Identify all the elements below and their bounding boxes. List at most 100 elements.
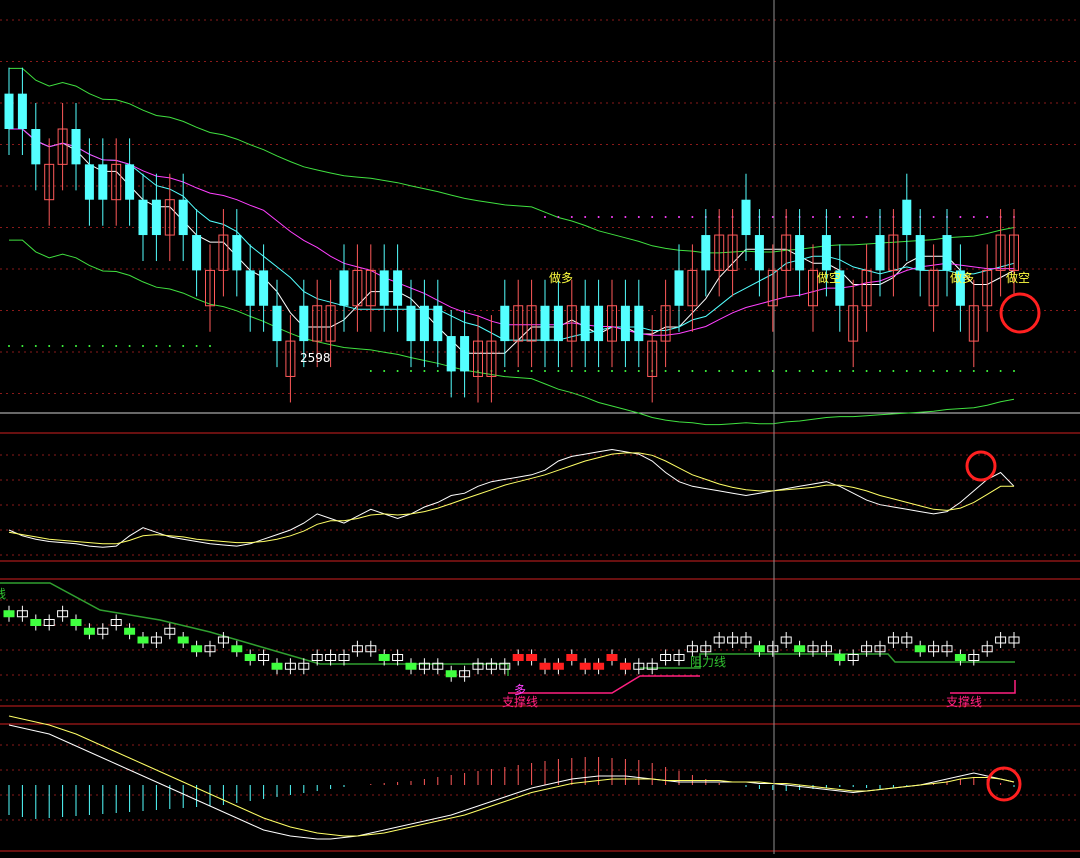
trend-candle [311,654,323,661]
support-dot [637,370,640,372]
candle-body-down [821,235,831,271]
resistance-dot [838,216,841,218]
resistance-dot [664,216,667,218]
resistance-dot [570,216,573,218]
candle-body-down [460,336,470,372]
candle-body-up [312,305,323,342]
support-dot [544,370,546,372]
trend-candle [928,645,940,653]
trend-candle [485,662,497,670]
candle-body-down [553,305,563,342]
ma-green-lower-line [9,239,1015,426]
highlight-circle-oscillator [965,450,997,482]
candle-body-up [57,128,68,165]
resistance-dot [557,216,560,218]
candle-body-down [580,305,590,342]
trend-candle [847,654,859,661]
support-dot [142,345,144,347]
candle-body-down [795,235,805,271]
support-dot [745,370,747,372]
low-price-label: 2598 [300,351,331,365]
panel-frames [0,412,1080,852]
price-annotations: 2598 做多 做空 做多 做空 [300,270,1041,365]
candle-body-up [808,269,818,307]
trend-candle [16,610,28,618]
candle-body-down [98,164,108,200]
support-dot [624,370,627,372]
trend-candle [499,662,511,670]
long-label: 多 [514,683,526,697]
support-dot [517,370,520,372]
candle-body-up [486,340,497,377]
support-dot [798,370,801,372]
candle-body-down [634,305,644,342]
candle-body-down [620,305,630,342]
trend-candle [472,662,484,670]
candle-body-down [339,270,349,306]
candle-body-up [325,305,336,342]
macd-histogram [8,757,1015,819]
trend-candle [3,610,15,618]
ma-cyan-line [9,128,1015,341]
support-dot [704,370,707,372]
trend-candle [258,654,270,661]
candle-body-up [566,305,577,342]
resistance-dot [584,216,587,218]
support-dot [209,345,211,347]
support-dot [503,370,506,372]
resistance-dot [637,216,640,218]
candle-body-up [44,163,55,201]
buy-signal-label-2: 做多 [950,270,974,285]
candle-body-down [955,270,965,306]
support-dot [21,345,24,347]
support-dot [1013,370,1015,372]
candle-body-up [647,340,658,377]
trend-candle [954,654,966,661]
trend-candle [298,662,310,670]
candle-body-up [968,305,979,342]
candle-body-up [687,269,698,307]
candle-body-up [607,305,617,342]
support-dot [597,370,600,372]
support-line-label-left: 支撑线 [502,694,538,709]
trend-candle [231,645,243,653]
trend-candle [914,645,926,653]
trend-candle [727,636,739,644]
candle-body-down [151,199,161,236]
support-dot [785,370,788,372]
trend-candle [351,645,363,653]
candle-body-up [205,269,215,307]
trend-candle [834,654,846,661]
support-dot [771,370,774,372]
trend-candle [97,627,109,635]
trend-candle [740,636,752,644]
candle-body-down [393,270,403,306]
candle-body-up [982,269,993,307]
support-line [508,675,700,694]
candle-body-up [285,340,296,377]
grid-lines [0,19,1080,821]
support-dot [865,370,868,372]
trend-candle [673,654,685,661]
trend-candle [767,645,779,653]
resistance-dot [691,216,694,218]
support-dot [892,370,895,372]
support-dot [999,370,1002,372]
support-dot [396,370,399,372]
trend-candle [646,662,658,670]
edge-line-label: 线 [0,587,6,601]
candle-body-down [232,235,242,271]
candle-body-up [164,199,175,236]
candle-body-down [835,270,845,306]
support-dot [115,345,118,347]
trend-candle [820,645,832,653]
trend-candle [606,654,618,661]
oscillator-lines [8,448,1015,548]
candle-body-down [299,305,309,342]
support-dot [731,370,734,372]
oscillator-line-1 [8,452,1014,545]
support-dot [48,345,51,347]
trend-candle [593,662,605,670]
trend-candle [512,654,524,661]
